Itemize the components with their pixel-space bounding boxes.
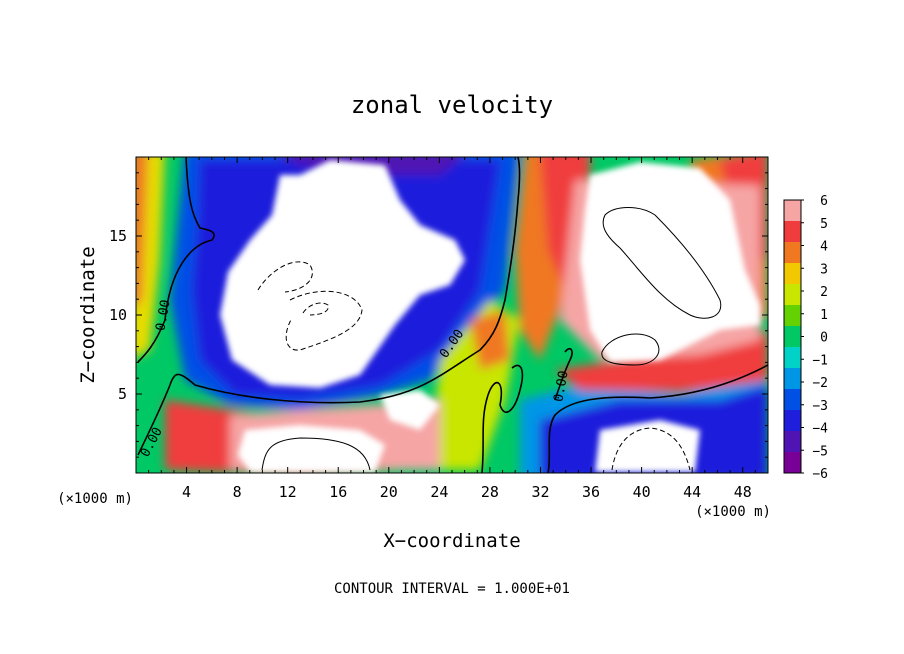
- contour-label-4: 0.00: [551, 370, 571, 403]
- x-axis: 4 8 12 16 20 24 28 32 36 40 44 48: [148, 157, 756, 501]
- y-axis: 5 10 15: [109, 172, 768, 458]
- contour-interval-footer: CONTOUR INTERVAL = 1.000E+01: [334, 581, 570, 597]
- colorbar-label: 5: [820, 217, 828, 232]
- colorbar-label: −1: [812, 353, 828, 368]
- colorbar-label: 1: [820, 308, 828, 323]
- y-tick-label: 5: [118, 385, 127, 403]
- x-tick-label: 12: [279, 483, 297, 501]
- colorbar-label: −4: [812, 422, 828, 437]
- y-tick-label: 10: [109, 306, 127, 324]
- colorbar-label: −2: [812, 376, 828, 391]
- colorbar-segment: [784, 305, 801, 327]
- colorbar-label: 2: [820, 285, 828, 300]
- colorbar-segment: [784, 389, 801, 411]
- zero-contour-lower: [137, 157, 521, 456]
- colorbar-segment: [784, 347, 801, 369]
- x-tick-label: 36: [582, 483, 600, 501]
- x-axis-label: X−coordinate: [383, 530, 520, 552]
- zero-contour-center: [481, 364, 524, 473]
- contour-loop-bottom: [261, 437, 371, 471]
- x-tick-label: 24: [430, 483, 448, 501]
- colorbar-label: −5: [812, 444, 828, 459]
- colorbar-label: −3: [812, 399, 828, 414]
- contour-loop-upper-right: [602, 207, 722, 319]
- x-tick-label: 8: [233, 483, 242, 501]
- x-tick-label: 40: [633, 483, 651, 501]
- x-tick-label: 16: [329, 483, 347, 501]
- colorbar-segment: [784, 200, 801, 222]
- contour-lines: [137, 157, 768, 473]
- colorbar-segment: [784, 368, 801, 390]
- x-axis-unit-right: (×1000 m): [695, 504, 771, 520]
- colorbar-segment: [784, 242, 801, 264]
- zero-contour-mid: [554, 348, 573, 401]
- colorbar-label: 4: [820, 240, 828, 255]
- x-tick-label: 28: [481, 483, 499, 501]
- colorbar-segment: [784, 410, 801, 432]
- x-tick-label: 20: [380, 483, 398, 501]
- contour-label-1: 0.00: [153, 299, 173, 332]
- colorbar-segment: [784, 326, 801, 348]
- contour-loop-right-small: [601, 333, 660, 366]
- x-axis-unit-left: (×1000 m): [57, 491, 133, 507]
- zero-contour-right: [547, 364, 768, 473]
- x-tick-label: 32: [531, 483, 549, 501]
- zero-contour-left: [137, 157, 215, 363]
- colorbar-label: 6: [820, 194, 828, 209]
- colorbar-label: 0: [820, 331, 828, 346]
- chart-title: zonal velocity: [351, 91, 553, 119]
- colorbar-segment: [784, 284, 801, 306]
- colorbar-segment: [784, 221, 801, 243]
- colorbar-label: 3: [820, 262, 828, 277]
- colorbar-segment: [784, 263, 801, 285]
- colorbar-segment: [784, 431, 801, 453]
- x-tick-label: 48: [734, 483, 752, 501]
- contour-loop-dashed-bottom-right: [611, 427, 691, 471]
- colorbar-label: −6: [812, 467, 828, 482]
- contour-loop-dashed-left: [257, 261, 363, 351]
- heatmap-field: [136, 157, 768, 473]
- colorbar: 6 5 4 3 2 1 0 −1 −2 −3 −4 −5 −6: [783, 194, 828, 482]
- contour-loop-dashed-small: [302, 302, 329, 316]
- x-tick-label: 4: [182, 483, 191, 501]
- x-tick-label: 44: [683, 483, 701, 501]
- colorbar-segment: [784, 452, 801, 474]
- y-tick-label: 15: [109, 227, 127, 245]
- y-axis-label: Z−coordinate: [77, 246, 99, 383]
